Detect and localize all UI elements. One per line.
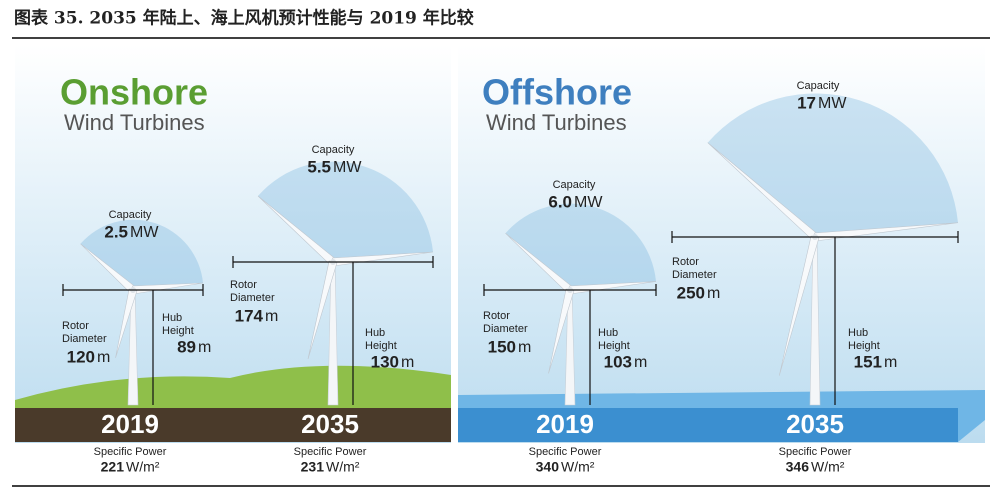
capacity-unit: MW <box>818 95 847 112</box>
capacity-unit: MW <box>130 224 159 241</box>
hub-value: 151 <box>854 352 882 371</box>
rotor-value: 150 <box>488 337 516 356</box>
rotor-sweep <box>505 203 656 290</box>
rotor-sweep <box>80 219 203 290</box>
capacity-label: Capacity <box>312 144 355 156</box>
hub-unit: m <box>884 354 897 371</box>
capacity-label: Capacity <box>797 80 840 92</box>
hub-label: Hub <box>365 327 385 339</box>
rotor-value: 174 <box>235 306 264 325</box>
rotor-value: 120 <box>67 347 95 366</box>
offshore-sky <box>458 45 985 443</box>
year: 2035 <box>786 409 844 439</box>
rotor-unit: m <box>97 349 110 366</box>
hub-unit: m <box>401 354 414 371</box>
hub-label: Height <box>365 340 397 352</box>
capacity-label: Capacity <box>109 209 152 221</box>
power-label: Specific Power <box>294 446 367 458</box>
hub-label: Hub <box>162 312 182 324</box>
panel-title: Offshore <box>482 72 632 113</box>
panel-subtitle: Wind Turbines <box>486 110 627 135</box>
rotor-label: Rotor <box>230 279 257 291</box>
rotor-sweep <box>258 161 433 262</box>
rotor-label: Diameter <box>230 292 275 304</box>
hub-label: Height <box>598 340 630 352</box>
power-unit: W/m² <box>811 459 845 475</box>
hub-unit: m <box>634 354 647 371</box>
capacity-value: 2.5 <box>104 222 128 241</box>
hub-value: 103 <box>604 352 632 371</box>
capacity-value: 17 <box>797 93 816 112</box>
capacity-value: 5.5 <box>307 157 331 176</box>
year: 2035 <box>301 409 359 439</box>
capacity-value: 6.0 <box>548 192 572 211</box>
rotor-unit: m <box>707 285 720 302</box>
capacity-unit: MW <box>574 194 603 211</box>
hub-label: Height <box>162 325 194 337</box>
power-value: 221 <box>101 459 125 475</box>
power-label: Specific Power <box>779 446 852 458</box>
hub-label: Hub <box>848 327 868 339</box>
rotor-value: 250 <box>677 283 705 302</box>
power-unit: W/m² <box>561 459 595 475</box>
hub-value: 130 <box>371 352 399 371</box>
rotor-label: Diameter <box>672 269 717 281</box>
hills <box>15 365 451 410</box>
power-value: 231 <box>301 459 325 475</box>
sea-band <box>458 408 958 442</box>
power-label: Specific Power <box>529 446 602 458</box>
rotor-label: Rotor <box>62 320 89 332</box>
year: 2019 <box>536 409 594 439</box>
power-unit: W/m² <box>126 459 160 475</box>
rotor-unit: m <box>265 308 278 325</box>
hub-unit: m <box>198 339 211 356</box>
year: 2019 <box>101 409 159 439</box>
rotor-label: Rotor <box>672 256 699 268</box>
panel-title: Onshore <box>60 72 208 113</box>
capacity-label: Capacity <box>553 179 596 191</box>
figure-title: 图表 35. 2035 年陆上、海上风机预计性能与 2019 年比较 <box>14 8 474 29</box>
rotor-sweep <box>707 93 958 237</box>
power-value: 340 <box>536 459 560 475</box>
hub-label: Height <box>848 340 880 352</box>
rotor-unit: m <box>518 339 531 356</box>
power-unit: W/m² <box>326 459 360 475</box>
power-value: 346 <box>786 459 810 475</box>
hub-value: 89 <box>177 337 196 356</box>
rotor-label: Rotor <box>483 310 510 322</box>
rotor-label: Diameter <box>62 333 107 345</box>
power-label: Specific Power <box>94 446 167 458</box>
ground-band <box>15 408 451 442</box>
hub-label: Hub <box>598 327 618 339</box>
panel-subtitle: Wind Turbines <box>64 110 205 135</box>
capacity-unit: MW <box>333 159 362 176</box>
rotor-label: Diameter <box>483 323 528 335</box>
